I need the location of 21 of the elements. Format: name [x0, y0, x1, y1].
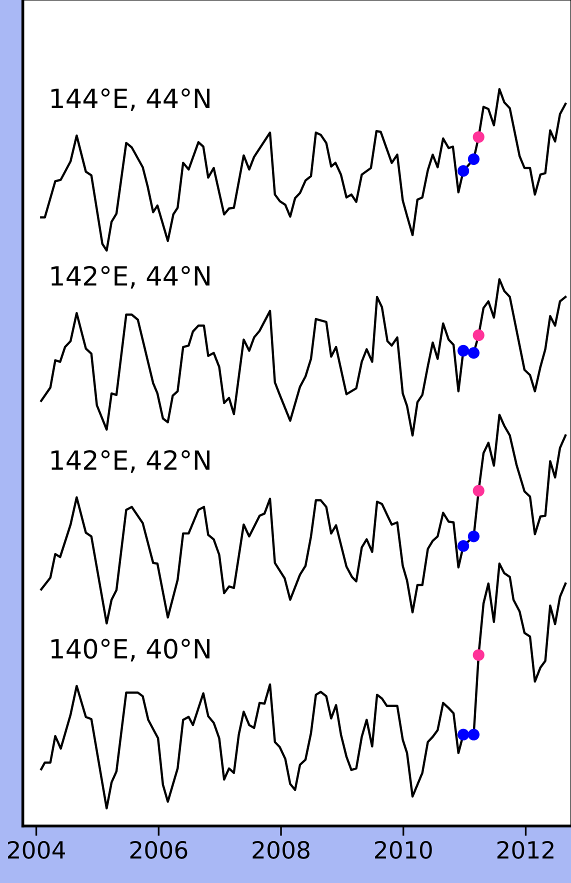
series-label: 144°E, 44°N — [51, 88, 210, 112]
x-tick-label: 2008 — [252, 840, 310, 859]
point — [472, 484, 484, 497]
point — [458, 728, 470, 740]
point — [472, 649, 484, 661]
series-label: 142°E, 44°N — [51, 266, 210, 289]
point — [458, 540, 470, 552]
point — [472, 131, 484, 143]
x-tick-label: 2012 — [497, 840, 554, 859]
point — [468, 347, 480, 359]
point — [468, 153, 480, 165]
point — [468, 530, 480, 542]
series-label: 140°E, 40°N — [51, 638, 210, 662]
x-tick-label: 2004 — [8, 840, 66, 859]
point — [472, 329, 484, 342]
x-tick-label: 2006 — [130, 840, 188, 859]
point — [458, 344, 470, 357]
point — [458, 165, 470, 177]
series-label: 142°E, 42°N — [51, 450, 210, 473]
x-tick-label: 2010 — [375, 840, 432, 859]
point — [468, 728, 480, 740]
